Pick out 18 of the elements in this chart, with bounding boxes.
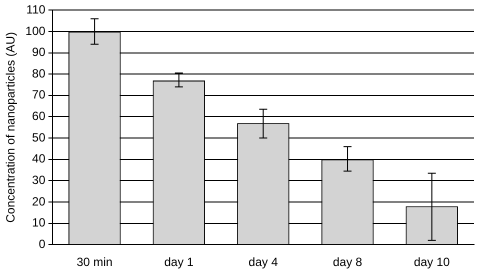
y-tick-label: 80: [32, 66, 46, 80]
y-tick-label: 10: [32, 216, 46, 230]
x-tick-label: day 8: [332, 255, 363, 270]
y-tick-label: 100: [25, 24, 46, 38]
x-tick-label: day 10: [414, 255, 450, 270]
y-tick-label: 20: [32, 194, 46, 208]
y-tick-label: 40: [32, 152, 46, 166]
y-tick-label: 60: [32, 109, 46, 124]
y-axis-title: Concentration of nanoparticles (AU): [4, 32, 18, 223]
y-tick-label: 30: [32, 172, 46, 187]
y-tick-label: 50: [32, 130, 46, 144]
x-tick-label: 30 min: [76, 255, 113, 270]
y-tick-label: 90: [32, 45, 46, 60]
y-tick-label: 0: [38, 236, 46, 251]
x-tick-label: day 1: [164, 255, 194, 270]
y-tick-label: 110: [26, 2, 46, 17]
y-tick-label: 70: [32, 88, 46, 102]
x-tick-label: day 4: [248, 255, 278, 270]
